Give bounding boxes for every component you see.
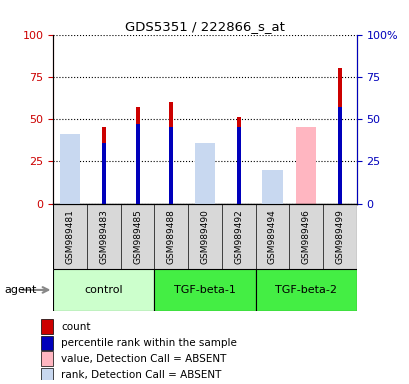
Text: GSM989481: GSM989481 <box>65 209 74 263</box>
Bar <box>194 143 215 204</box>
Bar <box>41 336 53 350</box>
Bar <box>53 269 154 311</box>
Bar <box>169 127 173 204</box>
Bar <box>236 127 240 204</box>
Bar <box>194 146 215 204</box>
Text: TGF-beta-2: TGF-beta-2 <box>274 285 336 295</box>
Text: GSM989492: GSM989492 <box>234 209 243 263</box>
Text: agent: agent <box>4 285 36 295</box>
Bar <box>41 351 53 366</box>
Bar <box>337 107 341 204</box>
Title: GDS5351 / 222866_s_at: GDS5351 / 222866_s_at <box>125 20 284 33</box>
Bar <box>60 134 80 204</box>
Bar <box>262 185 282 204</box>
Text: GSM989488: GSM989488 <box>166 209 175 263</box>
Text: GSM989490: GSM989490 <box>200 209 209 263</box>
Text: percentile rank within the sample: percentile rank within the sample <box>61 338 237 348</box>
Bar <box>236 118 240 204</box>
Text: control: control <box>84 285 123 295</box>
Bar <box>295 127 315 204</box>
Bar <box>169 102 173 204</box>
Bar <box>60 136 80 204</box>
Text: rank, Detection Call = ABSENT: rank, Detection Call = ABSENT <box>61 370 221 380</box>
Bar <box>41 368 53 382</box>
Text: value, Detection Call = ABSENT: value, Detection Call = ABSENT <box>61 354 226 364</box>
Text: GSM989494: GSM989494 <box>267 209 276 263</box>
Text: count: count <box>61 322 91 332</box>
Bar <box>135 124 139 204</box>
Text: GSM989496: GSM989496 <box>301 209 310 263</box>
Bar <box>262 170 282 204</box>
Bar <box>154 269 255 311</box>
Text: GSM989485: GSM989485 <box>133 209 142 263</box>
Bar <box>255 269 356 311</box>
Bar <box>101 143 106 204</box>
Bar <box>41 319 53 334</box>
Bar <box>101 127 106 204</box>
Text: TGF-beta-1: TGF-beta-1 <box>174 285 235 295</box>
Bar <box>337 68 341 204</box>
Text: GSM989499: GSM989499 <box>335 209 344 263</box>
Text: GSM989483: GSM989483 <box>99 209 108 263</box>
Bar <box>135 107 139 204</box>
